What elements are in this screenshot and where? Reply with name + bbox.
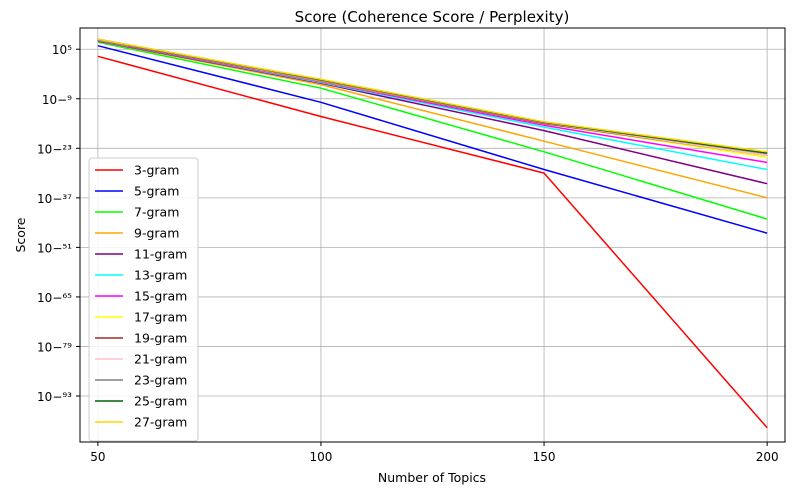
x-axis-label: Number of Topics (378, 470, 486, 485)
legend-label: 5-gram (134, 184, 179, 199)
x-axis-ticks: 50 100 150 200 (90, 442, 779, 464)
plot-frame (79, 27, 786, 443)
y-tick-label: 10−⁹ (42, 93, 72, 107)
legend-label: 25-gram (134, 394, 187, 409)
series-lines (97, 38, 768, 429)
legend-label: 9-gram (134, 226, 179, 241)
legend-label: 3-gram (134, 163, 179, 178)
series-line-27-gram (97, 38, 768, 153)
y-tick-label: 10−⁶⁵ (37, 291, 72, 305)
y-tick-label: 10⁵ (52, 43, 72, 57)
y-tick-label: 10−³⁷ (37, 192, 72, 206)
legend: 3-gram 5-gram 7-gram 9-gram 11-gram 13-gram 15… (88, 157, 199, 442)
legend-label: 7-gram (134, 205, 179, 220)
x-tick-label: 200 (756, 450, 779, 464)
y-axis-ticks: 10⁵ 10−⁹ 10−²³ 10−³⁷ 10−⁵¹ 10−⁶⁵ 10−⁷⁹ 10−⁹³ (37, 43, 80, 404)
series-line-5-gram (97, 44, 768, 234)
y-tick-label: 10−²³ (37, 142, 72, 156)
series-line-9-gram (97, 40, 768, 199)
legend-label: 11-gram (134, 247, 187, 262)
y-tick-label: 10−⁹³ (37, 390, 72, 404)
y-tick-label: 10−⁷⁹ (37, 340, 72, 354)
legend-label: 23-gram (134, 373, 187, 388)
legend-label: 13-gram (134, 268, 187, 283)
legend-label: 19-gram (134, 331, 187, 346)
x-tick-label: 150 (533, 450, 556, 464)
legend-label: 27-gram (134, 415, 187, 430)
series-line-7-gram (97, 41, 768, 220)
series-line-3-gram (97, 55, 768, 429)
legend-label: 15-gram (134, 289, 187, 304)
legend-label: 21-gram (134, 352, 187, 367)
chart-title: Score (Coherence Score / Perplexity) (295, 8, 570, 26)
y-axis-label: Score (13, 217, 28, 252)
x-tick-label: 100 (309, 450, 332, 464)
x-tick-label: 50 (90, 450, 105, 464)
legend-label: 17-gram (134, 310, 187, 325)
y-tick-label: 10−⁵¹ (37, 241, 72, 255)
legend-box (88, 157, 199, 442)
